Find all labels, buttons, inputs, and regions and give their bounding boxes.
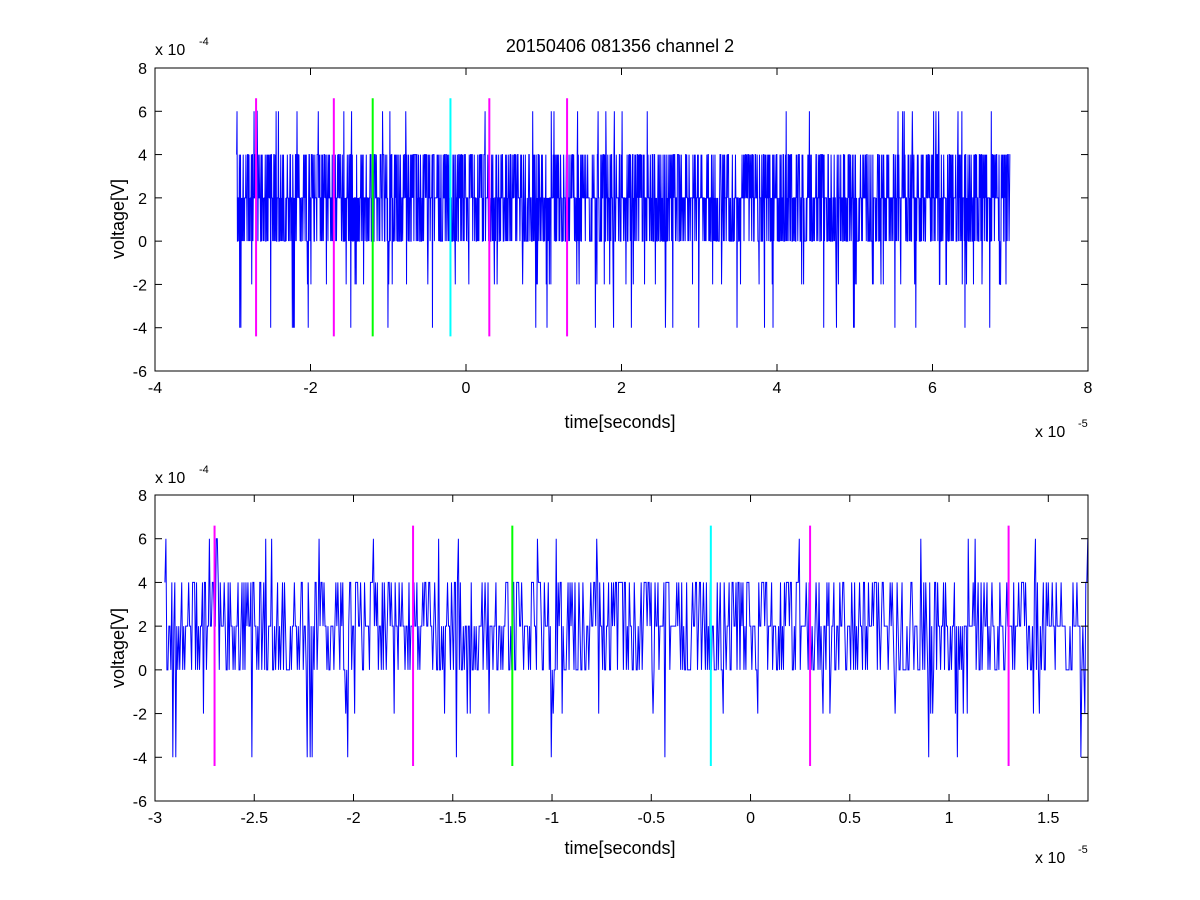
bottom-x-tick-label: -1: [545, 810, 559, 827]
bottom-x-axis-label: time[seconds]: [564, 838, 675, 858]
bottom-x-exponent-power: -5: [1078, 844, 1088, 856]
top-x-tick-label: 4: [773, 380, 782, 397]
bottom-y-axis-label: voltage[V]: [108, 608, 128, 688]
bottom-x-exponent-base: x 10: [1035, 850, 1065, 867]
bottom-x-tick-label: -3: [148, 810, 162, 827]
top-y-exponent: x 10 -4: [155, 36, 209, 59]
bottom-y-exponent-power: -4: [199, 464, 209, 476]
top-y-tick-label: 0: [138, 234, 147, 251]
bottom-axes-box: [154, 494, 1089, 802]
bottom-ticks: -3 -2.5 -2 -1.5 -1 -0.5 0 0.5 1 1.5 -6 -4 -2 0 2 4 6 8: [133, 488, 1088, 827]
bottom-x-tick-label: 0: [746, 810, 755, 827]
bottom-y-tick-label: 4: [138, 575, 147, 592]
top-x-tick-label: 8: [1084, 380, 1093, 397]
bottom-y-tick-label: 2: [138, 619, 147, 636]
top-y-axis-label: voltage[V]: [108, 179, 128, 259]
top-x-axis-label: time[seconds]: [564, 412, 675, 432]
bottom-y-tick-label: -6: [133, 794, 147, 811]
top-x-exponent-base: x 10: [1035, 424, 1065, 441]
top-x-tick-label: 0: [462, 380, 471, 397]
bottom-plot-area: [164, 525, 1088, 767]
bottom-x-tick-label: -2: [346, 810, 360, 827]
top-y-tick-label: -4: [133, 321, 147, 338]
bottom-y-exponent: x 10 -4: [155, 464, 209, 487]
top-plot-area: [236, 98, 1011, 337]
bottom-x-tick-label: -1.5: [439, 810, 467, 827]
top-x-tick-label: -4: [148, 380, 162, 397]
top-x-tick-label: 2: [617, 380, 626, 397]
bottom-y-exponent-base: x 10: [155, 470, 185, 487]
bottom-axes: -3 -2.5 -2 -1.5 -1 -0.5 0 0.5 1 1.5 -6 -4 -2 0 2 4 6 8 ti…: [108, 464, 1089, 867]
top-x-tick-label: -2: [303, 380, 317, 397]
bottom-y-tick-label: -4: [133, 750, 147, 767]
top-y-exponent-base: x 10: [155, 42, 185, 59]
top-y-tick-label: 4: [138, 148, 147, 165]
figure-title: 20150406 081356 channel 2: [506, 36, 734, 56]
bottom-signal-trace: [164, 538, 1088, 758]
top-x-exponent: x 10 -5: [1035, 418, 1088, 441]
bottom-x-tick-label: -0.5: [637, 810, 665, 827]
top-y-tick-label: -6: [133, 364, 147, 381]
bottom-x-exponent: x 10 -5: [1035, 844, 1088, 867]
bottom-y-tick-label: 8: [138, 488, 147, 505]
bottom-x-tick-label: 1: [945, 810, 954, 827]
bottom-y-tick-label: 0: [138, 663, 147, 680]
top-y-tick-label: -2: [133, 277, 147, 294]
top-y-exponent-power: -4: [199, 36, 209, 48]
top-signal-trace: [236, 110, 1011, 328]
bottom-y-tick-label: -2: [133, 707, 147, 724]
bottom-x-tick-label: 1.5: [1037, 810, 1059, 827]
top-y-tick-label: 2: [138, 191, 147, 208]
top-y-tick-label: 6: [138, 104, 147, 121]
bottom-x-tick-label: -2.5: [240, 810, 268, 827]
bottom-y-tick-label: 6: [138, 532, 147, 549]
top-y-tick-label: 8: [138, 61, 147, 78]
top-x-exponent-power: -5: [1078, 418, 1088, 430]
bottom-x-tick-label: 0.5: [839, 810, 861, 827]
top-x-tick-label: 6: [928, 380, 937, 397]
